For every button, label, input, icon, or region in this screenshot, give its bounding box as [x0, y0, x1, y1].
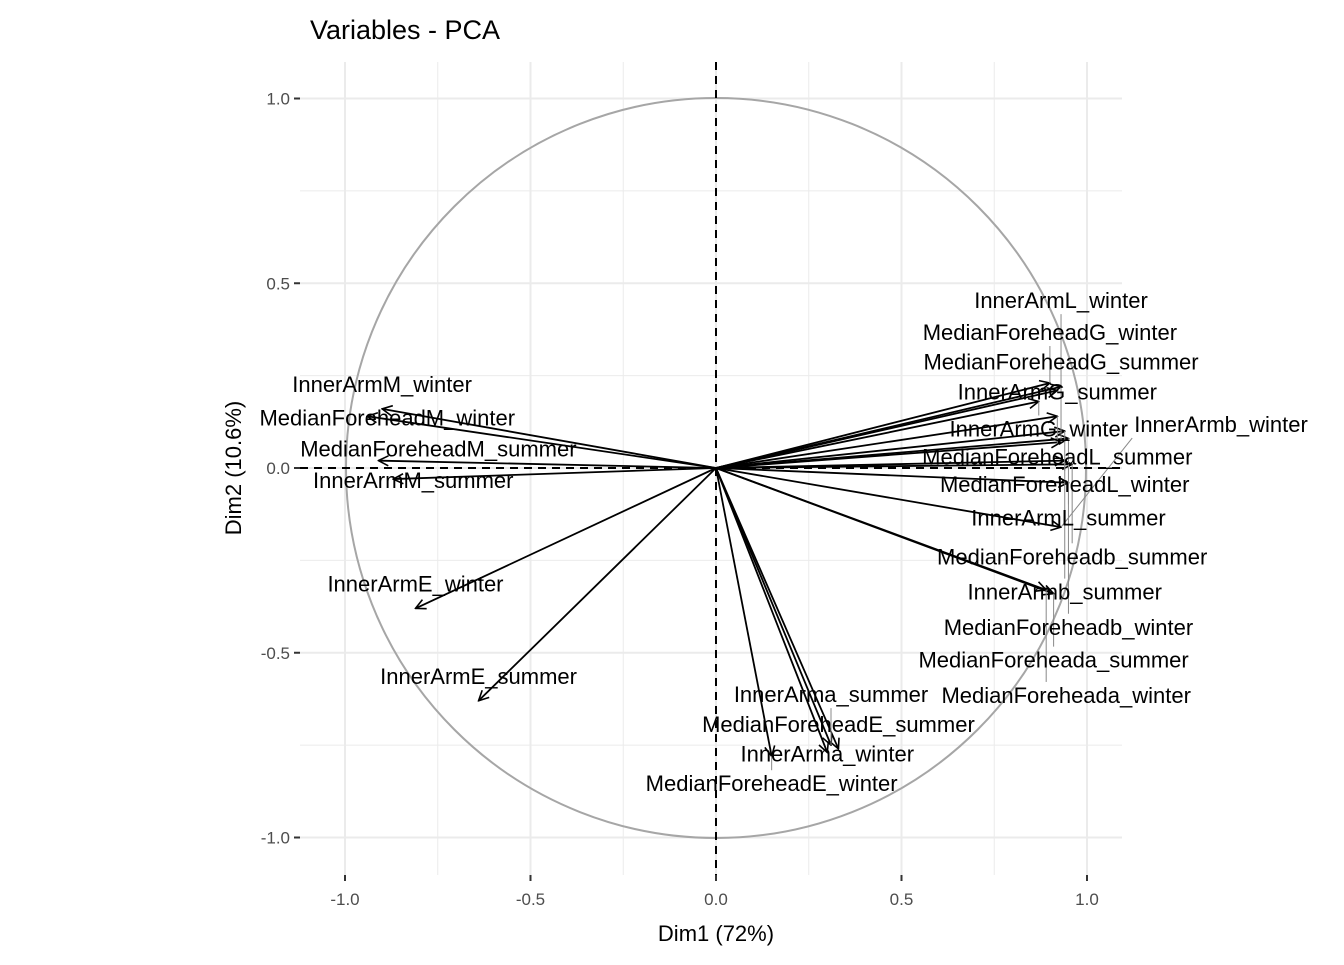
variable-arrow [715, 442, 1061, 469]
variable-arrow [715, 416, 1057, 469]
y-tick-label: -0.5 [261, 644, 290, 663]
label-leader-line [1060, 437, 1133, 528]
axes: -1.0 -0.5 0.0 0.5 1.0 -1.0 -0.5 0.0 0.5 1.0 [261, 90, 1099, 910]
variable-arrow [479, 467, 717, 701]
y-tick-label: -1.0 [261, 829, 290, 848]
variable-label: MedianForeheadb_summer [937, 544, 1207, 569]
variable-label: InnerArmG_summer [958, 379, 1157, 404]
variable-label: MedianForeheada_winter [941, 683, 1191, 708]
variable-label: MedianForeheadE_winter [646, 771, 898, 796]
variable-label: InnerArmE_summer [380, 664, 577, 689]
chart-title: Variables - PCA [310, 15, 500, 45]
variable-label: MedianForeheadL_summer [922, 444, 1192, 469]
variable-arrow [715, 390, 1057, 469]
variable-arrow [715, 467, 1068, 483]
x-tick-label: 0.5 [890, 890, 914, 909]
variable-label: InnerArmG_winter [950, 416, 1129, 441]
variable-label: InnerArma_winter [740, 742, 914, 767]
variable-label: MedianForeheada_summer [918, 648, 1188, 673]
variable-label: InnerArmb_summer [968, 580, 1162, 605]
y-tick-label: 0.5 [266, 274, 290, 293]
variable-arrow [415, 467, 717, 608]
x-axis-label: Dim1 (72%) [658, 921, 774, 946]
x-tick-label: 0.0 [704, 890, 728, 909]
variable-arrow [715, 467, 838, 749]
variable-label: MedianForeheadb_winter [944, 615, 1194, 640]
x-tick-label: -1.0 [330, 890, 359, 909]
variable-label: MedianForeheadL_winter [940, 472, 1190, 497]
variable-label: MedianForeheadM_winter [259, 405, 515, 430]
y-tick-label: 1.0 [266, 90, 290, 109]
variable-arrow [393, 467, 717, 479]
variable-labels: InnerArmM_winter MedianForeheadM_winter Me… [259, 288, 1307, 796]
variable-label: InnerArmM_winter [292, 372, 472, 397]
variable-arrow [715, 467, 1046, 590]
variable-arrow [715, 467, 827, 753]
variable-label: MedianForeheadG_summer [923, 350, 1198, 375]
variable-arrow [715, 467, 1061, 527]
variable-arrow [367, 416, 717, 469]
variable-label: InnerArma_summer [734, 682, 928, 707]
variable-label: InnerArmb_winter [1134, 412, 1308, 437]
x-tick-label: 1.0 [1075, 890, 1099, 909]
x-tick-label: -0.5 [516, 890, 545, 909]
y-axis-label: Dim2 (10.6%) [221, 401, 246, 535]
variable-label: InnerArmL_summer [971, 505, 1165, 530]
y-tick-label: 0.0 [266, 459, 290, 478]
variable-arrow [715, 401, 1039, 469]
variable-label: InnerArmE_winter [327, 571, 503, 596]
variable-label: MedianForeheadM_summer [300, 437, 576, 462]
variable-label: MedianForeheadE_summer [702, 712, 975, 737]
variable-arrow [715, 431, 1065, 469]
variable-arrow [382, 409, 717, 469]
variable-label: MedianForeheadG_winter [923, 320, 1177, 345]
variable-arrow [715, 461, 1065, 469]
variable-label: InnerArmL_winter [974, 288, 1148, 313]
variable-label: InnerArmM_summer [313, 468, 513, 493]
label-leaders [771, 314, 1133, 771]
variable-arrow [715, 383, 1050, 469]
variable-arrow [715, 467, 831, 745]
plot-panel [300, 62, 1122, 875]
variable-arrow [378, 461, 717, 469]
variable-arrow [715, 467, 772, 756]
